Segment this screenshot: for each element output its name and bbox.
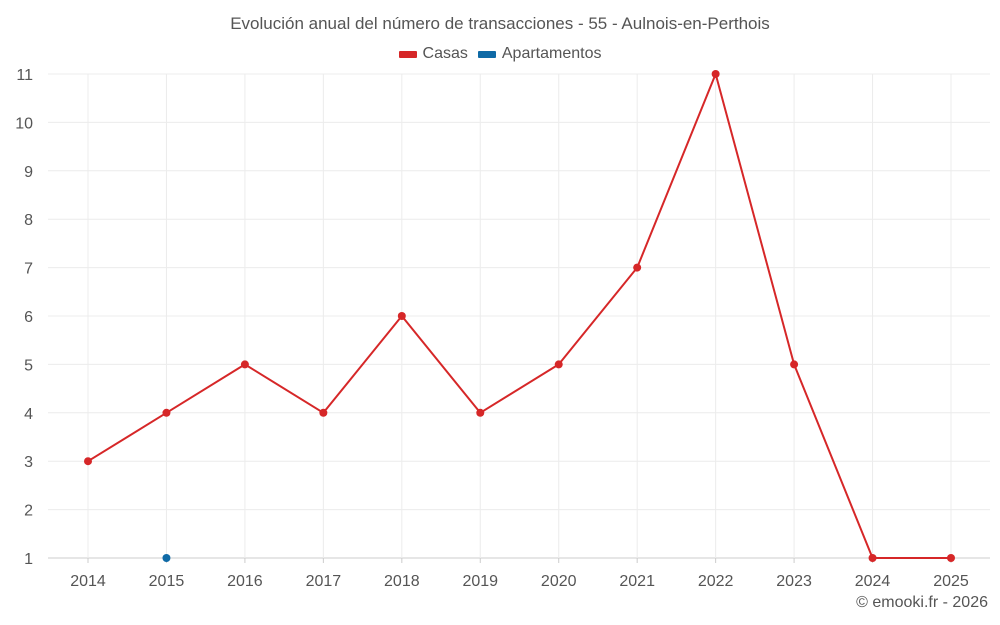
legend-swatch-casas [398,50,417,58]
y-tick-label-4: 4 [24,406,33,423]
legend-item-casas[interactable]: Casas [398,45,468,63]
x-tick-label-2018: 2018 [384,573,420,590]
data-point-casas-2017 [319,408,328,417]
y-tick-label-6: 6 [24,309,33,326]
data-point-casas-2024 [868,554,877,562]
data-point-casas-2015 [162,408,171,417]
x-tick-label-2020: 2020 [541,573,577,590]
data-point-casas-2019 [476,408,485,417]
x-tick-label-2017: 2017 [306,573,342,590]
data-point-casas-2021 [633,263,642,272]
data-point-casas-2025 [947,554,955,562]
x-tick-label-2014: 2014 [70,573,106,590]
data-point-apartamentos-2015 [162,554,171,562]
y-tick-label-11: 11 [16,67,33,84]
x-tick-label-2022: 2022 [698,573,734,590]
x-tick-label-2024: 2024 [855,573,891,590]
x-tick-label-2021: 2021 [619,573,655,590]
legend-item-apartamentos[interactable]: Apartamentos [477,45,602,63]
data-point-casas-2022 [711,70,720,78]
data-point-casas-2018 [397,312,406,320]
x-tick-label-2023: 2023 [776,573,812,590]
y-tick-label-5: 5 [24,357,33,374]
credit-text: © emooki.fr - 2026 [856,594,988,611]
y-tick-label-3: 3 [24,454,33,471]
y-tick-label-1: 1 [24,551,33,568]
data-point-casas-2023 [790,360,799,369]
x-tick-label-2015: 2015 [149,573,185,590]
y-tick-label-7: 7 [24,261,33,278]
series-line-casas [87,73,951,559]
legend-label-apartamentos: Apartamentos [501,45,602,62]
x-tick-label-2019: 2019 [462,573,498,590]
x-tick-label-2025: 2025 [933,573,969,590]
x-tick-label-2016: 2016 [227,573,263,590]
data-point-casas-2014 [84,457,92,466]
legend-swatch-apartamentos [477,50,496,58]
legend-label-casas: Casas [422,45,468,62]
y-tick-label-2: 2 [24,503,33,520]
chart-title: Evolución anual del número de transaccio… [230,14,770,33]
data-point-casas-2020 [554,360,563,369]
y-tick-label-8: 8 [24,212,33,229]
y-tick-label-10: 10 [15,115,33,132]
y-tick-label-9: 9 [24,164,33,181]
legend: Casas Apartamentos [0,45,1000,63]
data-point-casas-2016 [240,360,249,369]
